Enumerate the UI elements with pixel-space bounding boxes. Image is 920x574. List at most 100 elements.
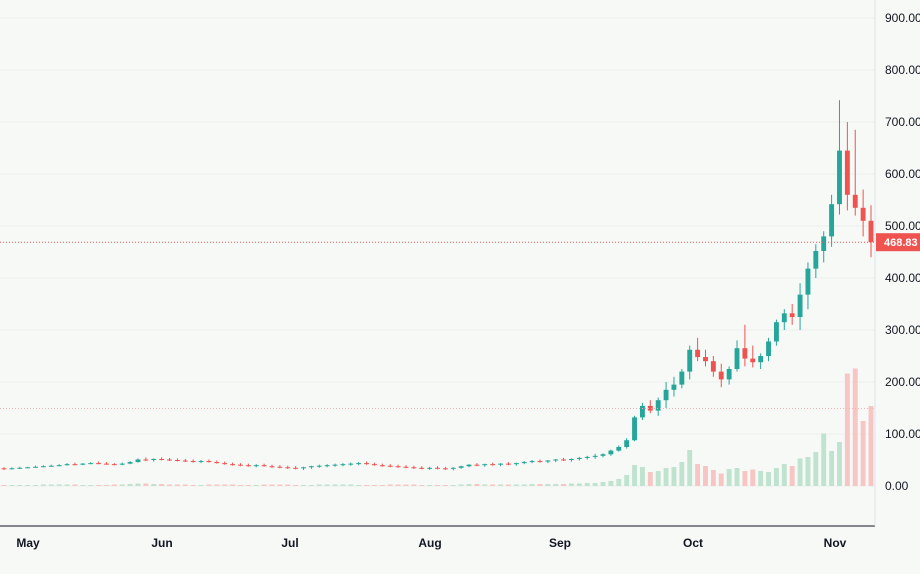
candle-body (151, 458, 157, 460)
candle-body (608, 450, 614, 455)
candle-body (340, 464, 346, 466)
price-axis[interactable]: 900.00 800.00 700.00 600.00 500.00 400.00 300.… (885, 11, 920, 493)
candle-body (56, 465, 62, 467)
volume-bar (860, 421, 866, 486)
volume-bar (159, 484, 165, 486)
volume-bar (647, 472, 653, 486)
candle-body (797, 294, 803, 317)
volume-bar (710, 470, 716, 486)
volume-bar (214, 484, 220, 486)
volume-bar (569, 483, 574, 486)
candle-body (860, 207, 866, 221)
volume-bar (9, 485, 15, 486)
volume-bar (104, 485, 109, 486)
volume-bar (766, 472, 771, 486)
candle-body (561, 459, 567, 461)
candle-body (308, 466, 314, 468)
candle-body (505, 463, 511, 465)
candle-body (624, 440, 630, 447)
volume-bar (222, 484, 228, 486)
candle-body (48, 465, 54, 467)
candle-body (285, 467, 291, 469)
volume-bar (442, 485, 448, 486)
candle-body (40, 466, 46, 468)
candle-body (584, 456, 590, 458)
volume-bar (718, 473, 724, 486)
x-tick-label: Sep (549, 536, 571, 550)
candle-body (356, 463, 362, 465)
volume-bar (505, 484, 511, 486)
candle-body (387, 465, 393, 467)
candle-body (403, 466, 409, 468)
candle-body (766, 341, 771, 356)
candle-body (781, 313, 787, 323)
volume-bar (403, 484, 409, 486)
candle-body (758, 356, 764, 363)
volume-bar (726, 469, 732, 486)
candle-body (821, 236, 827, 251)
volume-bar (316, 484, 322, 486)
candle-body (600, 454, 606, 456)
candle-body (726, 369, 732, 380)
candle-body (419, 467, 425, 469)
candle-body (316, 465, 322, 467)
candle-body (230, 464, 236, 466)
volume-bar (553, 484, 559, 486)
candle-body (25, 467, 31, 469)
volume-bar (813, 452, 819, 486)
last-price-badge-bg (876, 233, 920, 252)
volume-bar (687, 450, 693, 486)
candle-body (710, 361, 716, 372)
y-tick-label: 600.00 (885, 167, 920, 181)
y-tick-label: 100.00 (885, 427, 920, 441)
candle-body (372, 464, 377, 466)
candle-body (96, 463, 102, 465)
candle-body (238, 464, 243, 466)
candle-body (9, 468, 15, 470)
candle-body (687, 349, 693, 372)
volume-bar (632, 465, 637, 486)
price-candles (1, 100, 874, 471)
candle-body (829, 204, 835, 237)
volume-bar (285, 484, 291, 486)
volume-bar (490, 484, 496, 486)
volume-bar (261, 484, 267, 486)
volume-bar (600, 482, 606, 486)
candle-body (742, 348, 748, 359)
candle-body (174, 460, 180, 461)
y-tick-label: 500.00 (885, 219, 920, 233)
volume-bar (521, 484, 527, 486)
candle-body (458, 466, 464, 468)
volume-bar (379, 485, 385, 486)
volume-bar (96, 485, 102, 486)
volume-bar (253, 485, 259, 486)
volume-bar (387, 484, 393, 486)
volume-bar (545, 484, 551, 486)
candle-body (474, 464, 480, 466)
candle-body (442, 468, 448, 470)
y-tick-label: 400.00 (885, 271, 920, 285)
volume-bar (758, 471, 764, 486)
volume-bar (269, 484, 275, 486)
last-price-label: 468.83 (884, 237, 918, 249)
candle-body (143, 459, 149, 461)
candle-body (293, 467, 299, 469)
volume-bar (513, 484, 519, 486)
x-tick-label: May (16, 536, 40, 550)
volume-bar (293, 485, 299, 486)
candle-body (167, 459, 172, 461)
candle-body (269, 466, 275, 468)
candle-body (182, 460, 188, 462)
candle-body (364, 463, 370, 465)
time-axis[interactable]: May Jun Jul Aug Sep Oct Nov (16, 536, 846, 550)
candle-body (324, 465, 330, 467)
volume-bar (119, 484, 125, 486)
candle-body (261, 465, 267, 467)
volume-bar (639, 467, 645, 486)
volume-bar (143, 483, 149, 486)
volume-bar (372, 485, 377, 486)
volume-bar (230, 484, 236, 486)
candle-body (837, 150, 842, 205)
volume-bar (450, 485, 456, 486)
